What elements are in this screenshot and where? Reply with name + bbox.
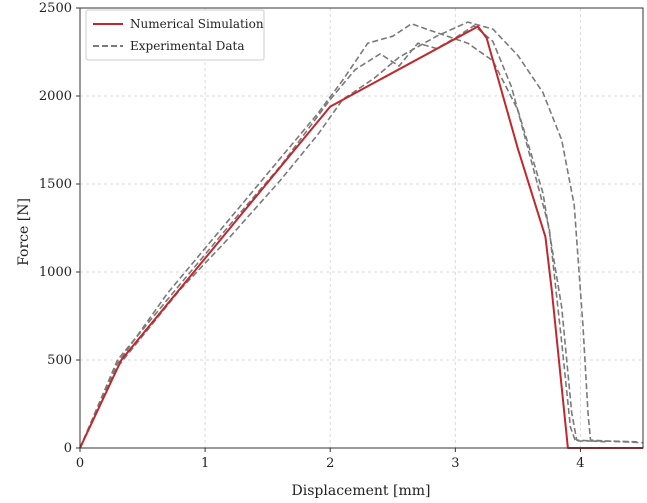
y-tick-label: 1500	[39, 177, 72, 192]
y-tick-label: 2500	[39, 1, 72, 16]
y-axis-label: Force [N]	[16, 198, 32, 266]
series-line-experimental-1	[79, 24, 637, 449]
legend: Numerical Simulation Experimental Data	[85, 9, 265, 61]
x-axis-label: Displacement [mm]	[292, 483, 431, 499]
x-tick-label: 2	[326, 456, 334, 471]
legend-label-numerical: Numerical Simulation	[130, 17, 264, 31]
y-tick-label: 1000	[39, 265, 72, 280]
series-line-numerical	[79, 25, 643, 449]
y-tick-label: 0	[64, 441, 72, 456]
y-tick-label: 500	[47, 353, 72, 368]
legend-box	[85, 9, 265, 61]
x-tick-label: 3	[451, 456, 459, 471]
series-line-experimental-3	[79, 21, 644, 449]
ticks: 0 1 2 3 4 0 500 1000 1500 2000 2500	[39, 1, 585, 471]
plot-frame	[79, 7, 644, 449]
legend-label-experimental: Experimental Data	[130, 39, 244, 53]
x-tick-label: 4	[576, 456, 584, 471]
y-tick-label: 2000	[39, 89, 72, 104]
grid	[79, 7, 643, 449]
x-tick-label: 1	[201, 456, 209, 471]
x-tick-label: 0	[76, 456, 84, 471]
series-line-experimental-2	[79, 22, 606, 449]
series-layer	[79, 21, 644, 449]
